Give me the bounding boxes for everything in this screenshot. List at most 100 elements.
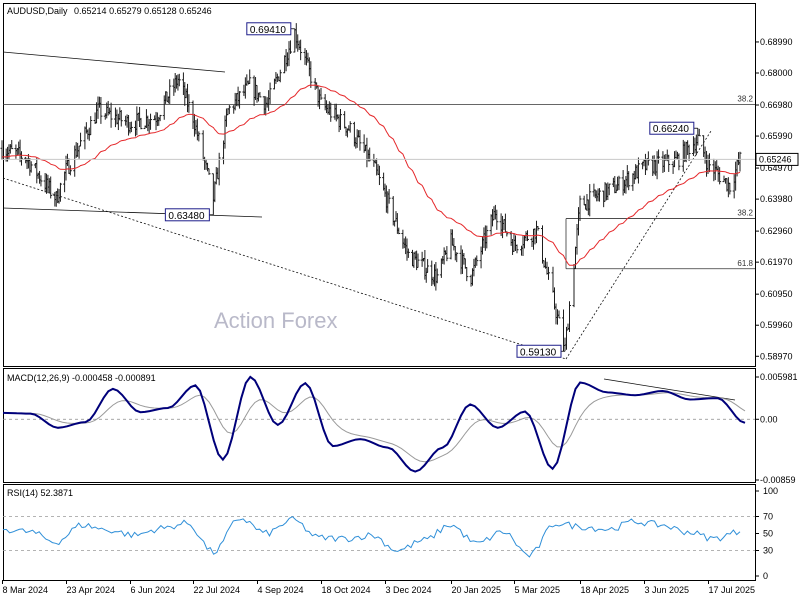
ohlc-bar [58,182,62,202]
annotation-box [246,22,292,36]
ohlc-bar [338,108,342,130]
rsi-tick-label: 100 [763,486,778,496]
price-annotation: 0.59130 [516,344,565,358]
ohlc-bar [49,176,53,199]
macd-tick-label: -0.00859 [760,475,796,485]
ohlc-bar [29,161,33,173]
ohlc-bar [426,259,430,273]
ohlc-bar [435,268,439,284]
fib-label: 61.8 [737,259,753,268]
ohlc-bar [227,105,231,115]
x-tick-label: 18 Oct 2024 [322,585,371,595]
ohlc-bar [657,149,661,164]
ohlc-bar [677,153,681,171]
price-tick-label: 0.58970 [760,351,793,361]
ohlc-bar [495,209,499,230]
ema-line [2,84,741,266]
rsi-tick-label: 50 [763,529,773,539]
ohlc-bar [348,121,352,133]
fib-label: 38.2 [737,94,753,103]
ohlc-bar [377,165,381,186]
rsi-tick-label: 70 [763,512,773,522]
ohlc-bar [319,87,323,100]
ohlc-bar [177,73,181,87]
annotation-box [516,344,562,358]
ohlc-bar [197,131,201,142]
price-tick-label: 0.59960 [760,320,793,330]
ohlc-bar [207,168,211,175]
ohlc-bar [728,182,732,195]
ohlc-bar [445,246,449,262]
macd-title: MACD(12,26,9) -0.000458 -0.000891 [7,373,156,383]
ohlc-bar [515,244,519,254]
ohlc-bar [547,266,550,280]
ohlc-bar [597,188,601,202]
static-lines [2,51,736,401]
ohlc-bar [617,175,621,191]
price-annotation: 0.66240 [649,121,698,135]
rsi-layer: 100 70 50 30 0 [2,486,778,581]
ohlc-bar [109,102,113,128]
x-tick-label: 22 Jul 2024 [194,585,241,595]
ohlc-bar [268,82,272,104]
ohlc-bar [646,151,650,166]
ohlc-bar [568,301,571,332]
ohlc-bar [718,167,722,185]
annotation-box [164,208,210,222]
ohlc-bar [667,154,671,172]
dotted-trendline [2,177,567,360]
ohlc-bar [288,40,292,54]
ohlc-bar [627,171,631,191]
macd-tick-label: 0.00 [760,414,778,424]
ohlc-bar [455,252,459,263]
ohlc-bar [309,61,313,88]
annotation-text: 0.59130 [520,347,557,358]
macd-layer: 0.005981 0.00 -0.00859 [2,372,798,485]
price-tick-label: 0.68990 [760,37,793,47]
x-tick-label: 3 Dec 2024 [386,585,432,595]
ohlc-bar [10,140,14,150]
x-tick-label: 18 Apr 2025 [581,585,630,595]
macd-line [2,375,746,473]
rsi-line [2,515,741,558]
ohlc-bar [397,227,401,235]
ohlc-bar [129,121,133,133]
ohlc-bar [119,110,123,127]
rsi-title: RSI(14) 52.3871 [7,488,73,498]
ohlc-bar [387,189,391,204]
price-tick-label: 0.62960 [760,226,793,236]
ohlc-bar [557,310,561,319]
ohlc-bar [19,151,23,166]
x-tick-label: 20 Jan 2025 [452,585,502,595]
symbol-label: AUDUSD,Daily 0.65214 0.65279 0.65128 0.6… [7,6,212,16]
ohlc-bar [536,226,540,231]
price-tick-label: 0.66980 [760,100,793,110]
rsi-pane-frame [3,484,756,581]
fib-label: 38.2 [737,209,753,218]
rsi-tick-label: 30 [763,546,773,556]
ohlc-text: 0.65214 0.65279 0.65128 0.65246 [74,6,212,16]
rsi-tick-label: 0 [763,571,768,581]
ohlc-bar [248,69,252,84]
price-annotation: 0.69410 [246,22,295,36]
ohlc-bar [607,183,611,196]
ohlc-bar [258,91,262,98]
watermark: Action Forex [214,308,338,333]
price-tick-label: 0.64970 [760,163,793,173]
ohlc-bar [79,132,83,147]
macd-pane-frame [3,368,756,483]
upper-trendline [2,51,226,73]
price-bars [0,23,742,352]
symbol-text: AUDUSD,Daily [7,6,68,16]
axes-layer: 0.68990 0.68000 0.66980 0.65990 0.64970 0.639… [2,37,799,595]
annotation-box [649,121,695,135]
annotation-text: 0.66240 [653,124,690,135]
price-annotation: 0.63480 [164,208,214,222]
ohlc-bar [738,151,742,172]
x-tick-label: 4 Sep 2024 [258,585,304,595]
ema-layer [2,84,741,266]
ohlc-bar [89,116,93,136]
price-tick-label: 0.61970 [760,257,793,267]
ohlc-bar [139,117,143,130]
